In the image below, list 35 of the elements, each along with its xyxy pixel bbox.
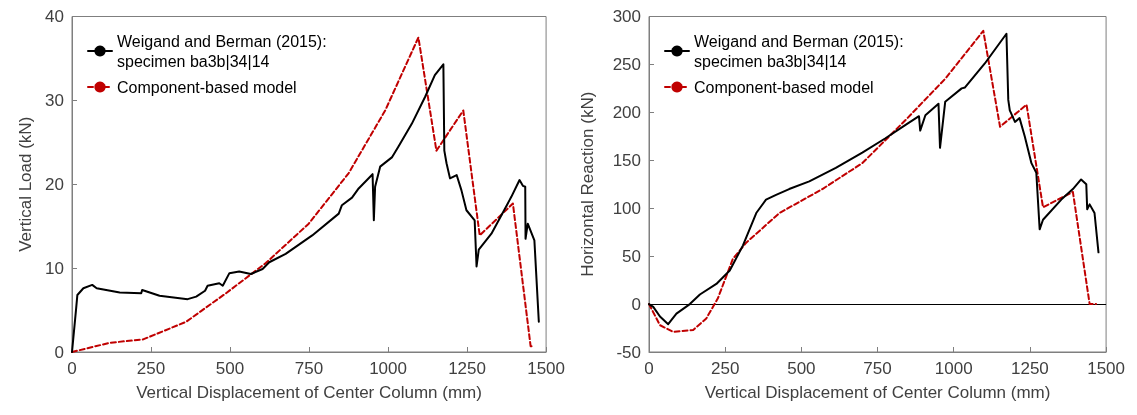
x-tick-label: 250: [136, 359, 166, 378]
y-axis-title: Vertical Load (kN): [16, 116, 36, 252]
y-tick-label: 100: [612, 198, 641, 218]
y-tick-label: 250: [612, 54, 641, 74]
y-tick-label: 0: [54, 342, 64, 362]
y-tick-label: 50: [622, 246, 641, 266]
y-tick-label: 30: [45, 90, 64, 110]
y-axis-title: Horizontal Reaction (kN): [578, 91, 597, 277]
x-tick-label: 1250: [1010, 359, 1049, 378]
legend-label: Weigand and Berman (2015): specimen ba3b|34|14: [117, 32, 332, 70]
y-tick-label: 0: [631, 294, 641, 314]
legend-label: Component-based model: [117, 78, 297, 96]
y-tick-label: -50: [616, 342, 641, 362]
x-tick-label: 0: [67, 359, 77, 378]
legend-label: Component-based model: [694, 78, 874, 96]
x-tick-label: 1000: [369, 359, 407, 378]
x-tick-label: 1500: [1087, 359, 1125, 378]
x-tick-label: 0: [644, 359, 654, 378]
x-tick-label: 500: [215, 359, 245, 378]
x-tick-label: 750: [294, 359, 324, 378]
y-tick-label: 150: [612, 150, 641, 170]
x-axis-title: Vertical Displacement of Center Column (mm): [704, 383, 1051, 402]
x-tick-label: 1000: [934, 359, 973, 378]
x-tick-label: 250: [710, 359, 740, 378]
x-axis-title: Vertical Displacement of Center Column (mm): [136, 383, 482, 402]
legend-label: Weigand and Berman (2015): specimen ba3b|34|14: [694, 32, 909, 70]
y-tick-label: 300: [612, 7, 641, 26]
x-tick-label: 500: [787, 359, 816, 378]
x-tick-label: 750: [863, 359, 892, 378]
y-tick-label: 40: [45, 7, 64, 26]
y-tick-label: 200: [612, 102, 641, 122]
y-tick-label: 20: [45, 174, 64, 194]
y-tick-label: 10: [45, 258, 64, 278]
x-tick-label: 1500: [527, 359, 565, 378]
x-tick-label: 1250: [448, 359, 486, 378]
